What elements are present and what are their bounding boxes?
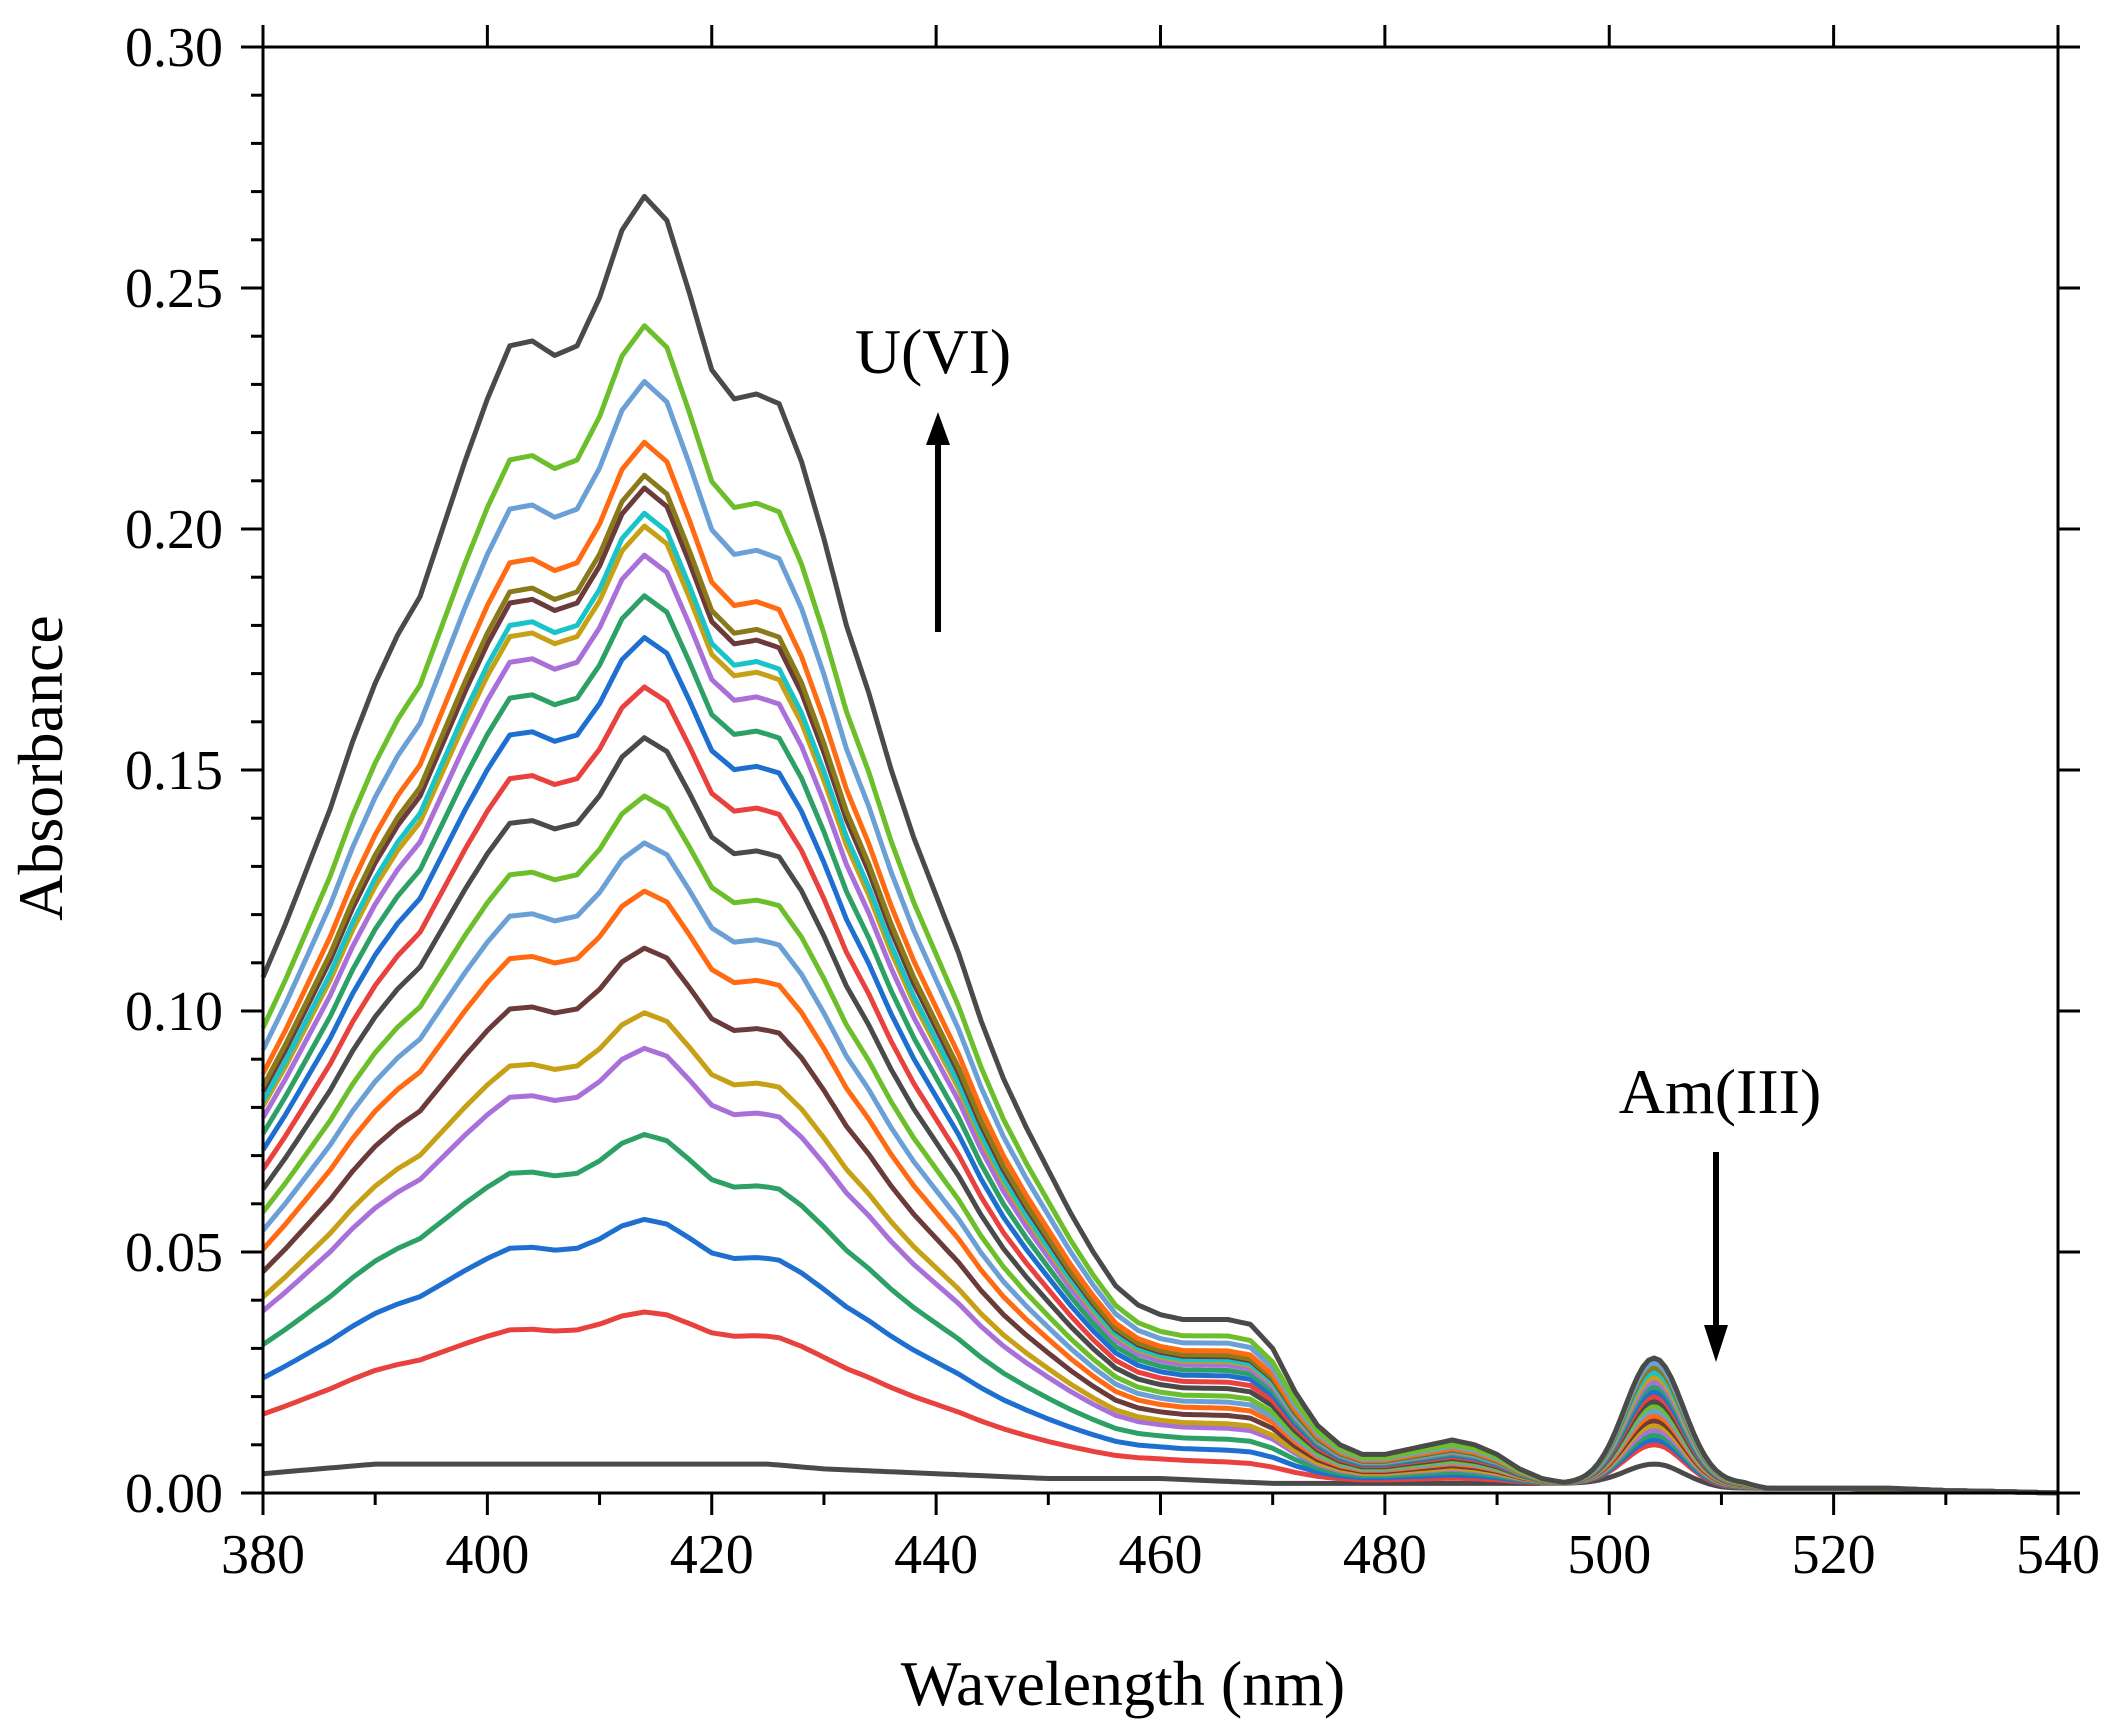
plot-frame	[261, 45, 2060, 1495]
u-vi-arrow-head	[926, 412, 950, 445]
x-tick-label: 540	[2016, 1524, 2100, 1586]
am-iii-annotation: Am(III)	[1619, 1056, 1822, 1362]
series-line-23	[260, 193, 2059, 1496]
axes-layer	[261, 45, 2060, 1495]
y-tick-label: 0.30	[125, 17, 223, 79]
series-line-7	[261, 945, 2059, 1496]
y-axis-label: Absorbance	[5, 615, 76, 921]
x-tick-label: 460	[1119, 1524, 1203, 1586]
x-tick-label: 380	[221, 1524, 305, 1586]
y-tick-label: 0.10	[125, 981, 223, 1043]
x-tick-label: 400	[445, 1524, 529, 1586]
series-line-21	[260, 379, 2059, 1496]
am-iii-label: Am(III)	[1619, 1056, 1822, 1127]
x-tick-label: 520	[1792, 1524, 1876, 1586]
x-tick-label: 480	[1343, 1524, 1427, 1586]
x-tick-label: 420	[670, 1524, 754, 1586]
series-layer	[260, 193, 2059, 1496]
y-tick-label: 0.15	[125, 740, 223, 802]
series-line-22	[260, 323, 2059, 1496]
x-tick-label: 500	[1567, 1524, 1651, 1586]
series-line-8	[261, 888, 2059, 1496]
series-line-9	[261, 840, 2059, 1496]
y-tick-label: 0.05	[125, 1222, 223, 1284]
ticks-layer: 380 400 420 440 460 480 500 520 540 0.00 0.05 0.10 0…	[125, 17, 2100, 1586]
y-tick-label: 0.00	[125, 1463, 223, 1525]
am-iii-arrow-head	[1704, 1325, 1728, 1362]
x-tick-label: 440	[894, 1524, 978, 1586]
series-line-10	[261, 793, 2059, 1496]
x-axis-label: Wavelength (nm)	[901, 1648, 1345, 1719]
u-vi-label: U(VI)	[855, 316, 1011, 387]
u-vi-annotation: U(VI)	[855, 316, 1011, 632]
y-tick-label: 0.20	[125, 499, 223, 561]
y-tick-label: 0.25	[125, 258, 223, 320]
series-line-18	[260, 485, 2059, 1496]
